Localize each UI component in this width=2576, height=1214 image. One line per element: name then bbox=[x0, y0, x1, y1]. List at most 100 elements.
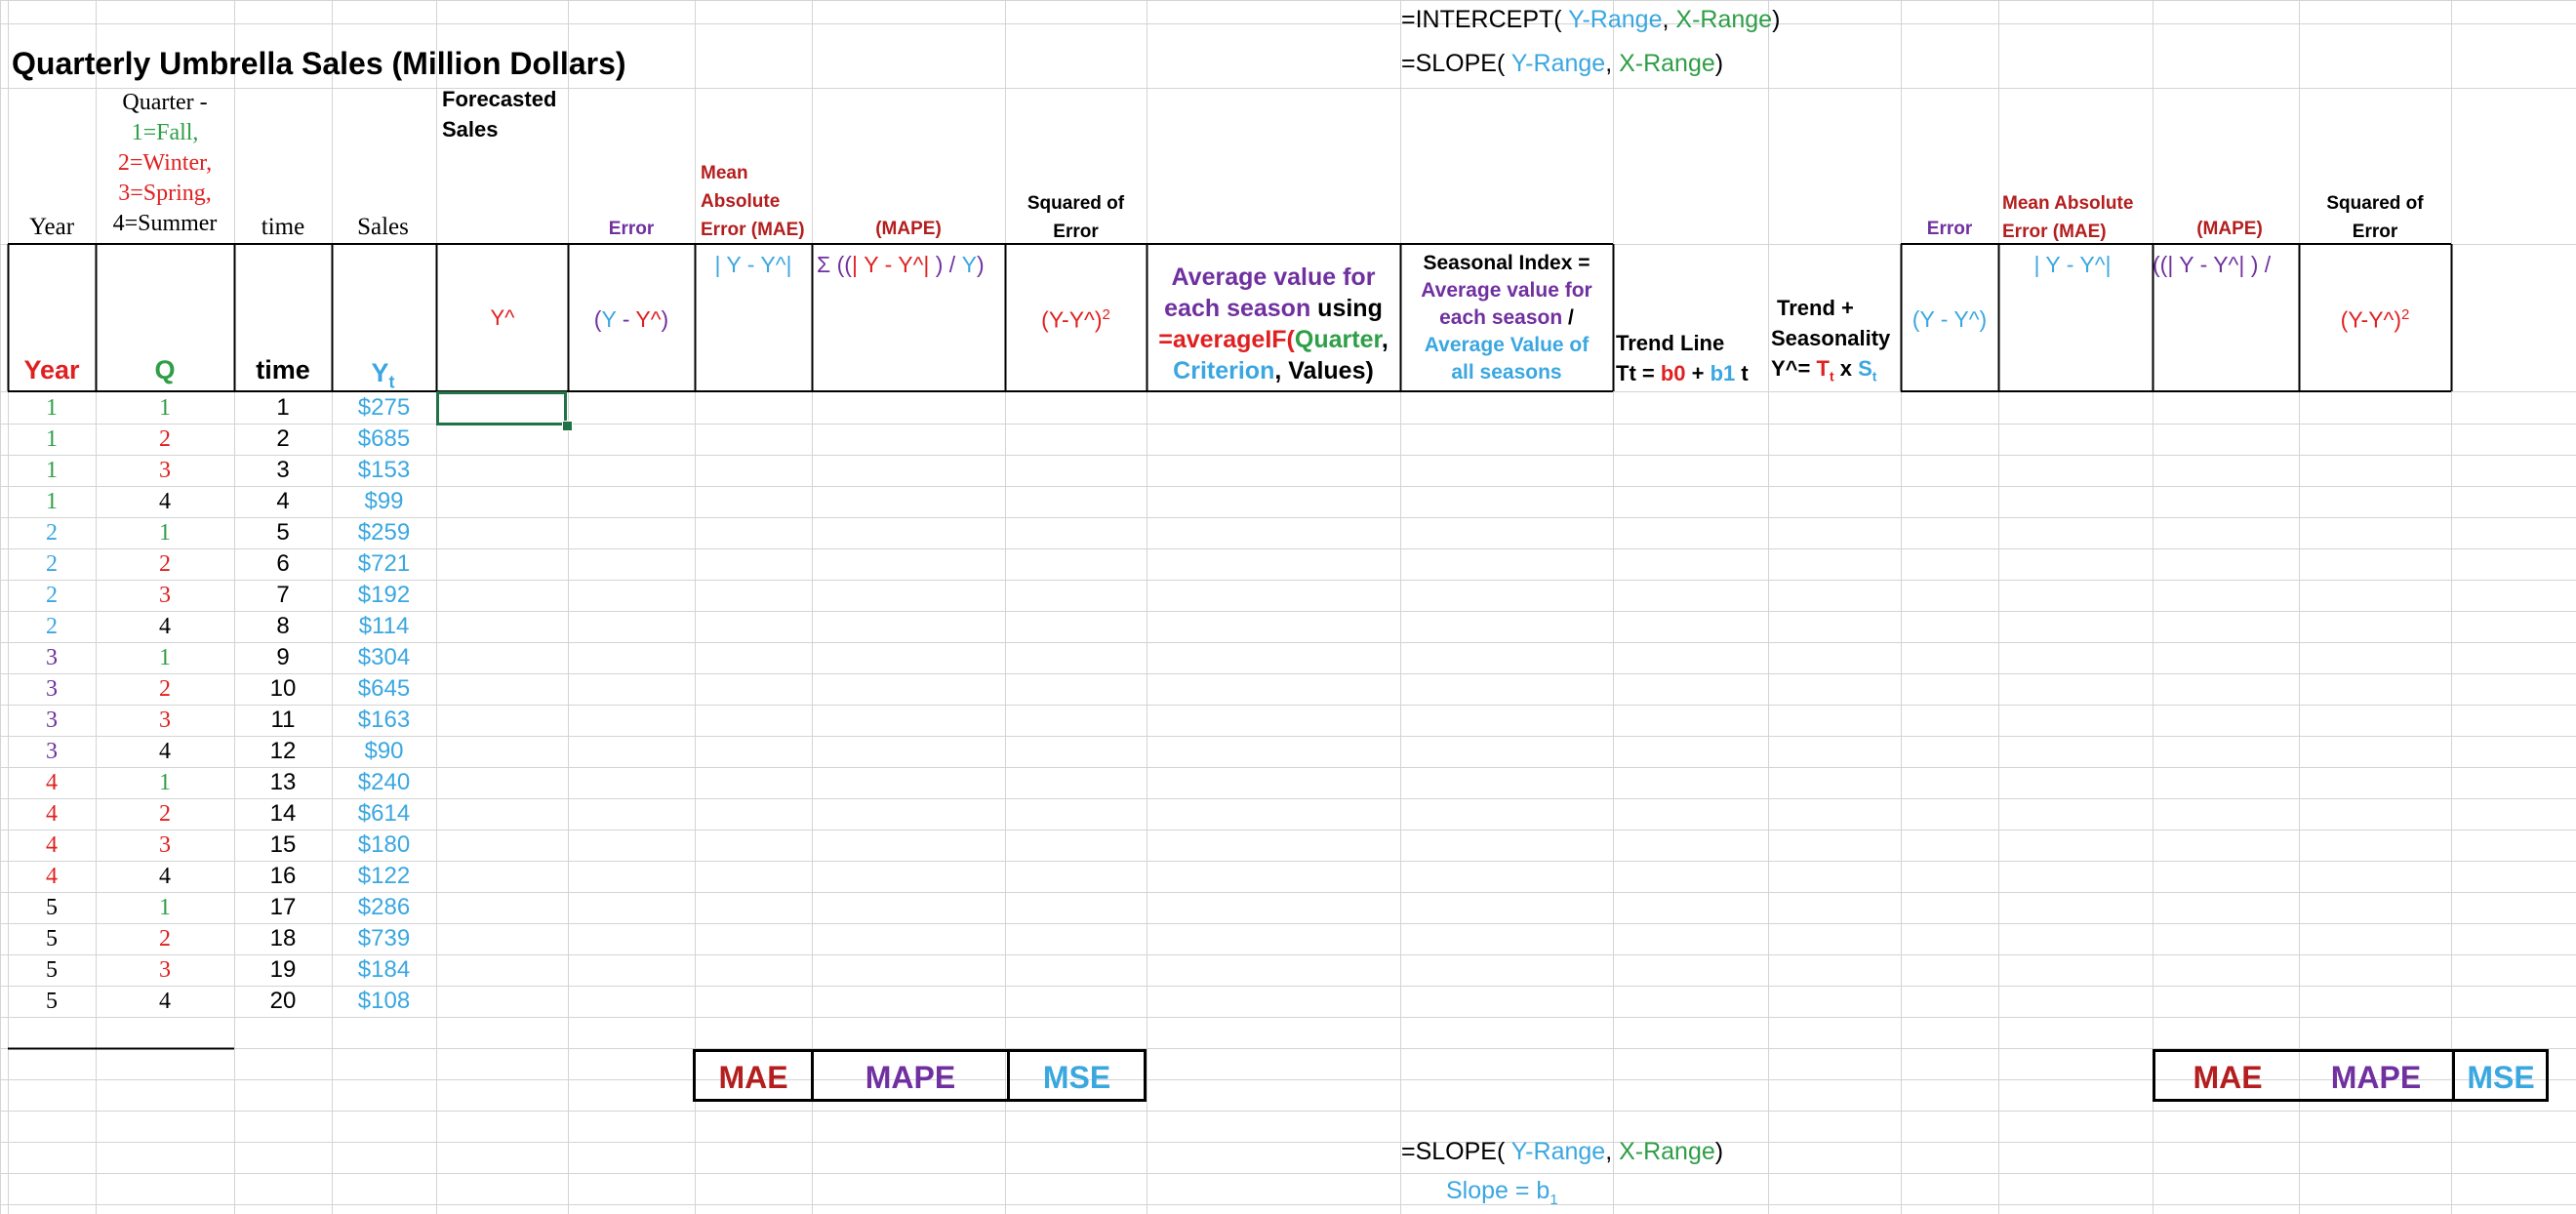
cell-year[interactable]: 4 bbox=[46, 770, 58, 795]
cell-q[interactable]: 2 bbox=[159, 801, 171, 827]
cell-year[interactable]: 5 bbox=[46, 895, 58, 920]
cell-q[interactable]: 2 bbox=[159, 426, 171, 452]
cell-sales[interactable]: $122 bbox=[357, 863, 411, 889]
cell-time[interactable]: 20 bbox=[269, 988, 297, 1014]
cell-sales[interactable]: $108 bbox=[357, 988, 411, 1014]
fill-handle[interactable] bbox=[562, 421, 573, 431]
cell-sales[interactable]: $114 bbox=[358, 613, 410, 639]
col-header-average: Average value for each season using =ave… bbox=[1158, 263, 1389, 384]
header-error: Error bbox=[608, 219, 655, 239]
cell-year[interactable]: 1 bbox=[46, 489, 58, 514]
cell-sales[interactable]: $90 bbox=[364, 738, 404, 764]
header-squared-error: Squared of Error bbox=[1026, 193, 1125, 242]
header-mape: (MAPE) bbox=[875, 219, 942, 239]
cell-year[interactable]: 4 bbox=[46, 832, 58, 858]
cell-q[interactable]: 4 bbox=[159, 489, 171, 514]
slope-formula-top: =SLOPE( Y-Range, X-Range) bbox=[1401, 50, 1724, 77]
cell-time[interactable]: 15 bbox=[269, 831, 297, 858]
cell-year[interactable]: 3 bbox=[46, 739, 58, 764]
cell-time[interactable]: 4 bbox=[276, 488, 290, 514]
cell-year[interactable]: 1 bbox=[46, 395, 58, 421]
cell-sales[interactable]: $721 bbox=[357, 550, 411, 577]
cell-q[interactable]: 1 bbox=[159, 520, 171, 546]
cell-time[interactable]: 2 bbox=[276, 425, 290, 452]
cell-time[interactable]: 10 bbox=[269, 675, 297, 702]
col-header-error: (Y - Y^) bbox=[593, 306, 669, 332]
cell-sales[interactable]: $739 bbox=[357, 925, 411, 951]
cell-year[interactable]: 5 bbox=[46, 926, 58, 951]
selected-cell[interactable] bbox=[436, 391, 567, 425]
cell-year[interactable]: 4 bbox=[46, 864, 58, 889]
cell-year[interactable]: 5 bbox=[46, 989, 58, 1014]
cell-q[interactable]: 3 bbox=[159, 957, 171, 983]
cell-time[interactable]: 11 bbox=[270, 707, 296, 733]
col-header-mape-formula: Σ ((| Y - Y^| ) / Y) bbox=[817, 252, 985, 277]
cell-sales[interactable]: $99 bbox=[364, 488, 404, 514]
cell-sales[interactable]: $192 bbox=[357, 582, 411, 608]
cell-year[interactable]: 2 bbox=[46, 614, 58, 639]
cell-q[interactable]: 3 bbox=[159, 583, 171, 608]
cell-time[interactable]: 18 bbox=[269, 925, 297, 951]
cell-q[interactable]: 3 bbox=[159, 708, 171, 733]
cell-time[interactable]: 7 bbox=[276, 582, 290, 608]
header-mae: Mean Absolute Error (MAE) bbox=[701, 163, 805, 240]
cell-sales[interactable]: $645 bbox=[357, 675, 411, 702]
cell-time[interactable]: 5 bbox=[276, 519, 290, 546]
col-header-mape-right: ((| Y - Y^| ) / bbox=[2153, 252, 2272, 277]
summary-mse-right: MSE bbox=[2467, 1060, 2535, 1095]
cell-q[interactable]: 4 bbox=[159, 614, 171, 639]
cell-time[interactable]: 1 bbox=[276, 394, 290, 421]
header-mae-right: Mean Absolute Error (MAE) bbox=[2002, 193, 2134, 242]
col-header-year: Year bbox=[23, 355, 80, 384]
cell-time[interactable]: 17 bbox=[269, 894, 297, 920]
cell-sales[interactable]: $184 bbox=[357, 956, 411, 983]
intercept-formula: =INTERCEPT( Y-Range, X-Range) bbox=[1401, 6, 1781, 33]
cell-time[interactable]: 19 bbox=[269, 956, 297, 983]
cell-sales[interactable]: $153 bbox=[357, 457, 411, 483]
header-squared-error-right: Squared of Error bbox=[2326, 193, 2424, 242]
cell-year[interactable]: 2 bbox=[46, 551, 58, 577]
cell-year[interactable]: 4 bbox=[46, 801, 58, 827]
cell-sales[interactable]: $180 bbox=[357, 831, 411, 858]
cell-q[interactable]: 4 bbox=[159, 739, 171, 764]
cell-sales[interactable]: $259 bbox=[357, 519, 411, 546]
cell-time[interactable]: 9 bbox=[276, 644, 290, 670]
header-time: time bbox=[261, 214, 305, 240]
cell-sales[interactable]: $685 bbox=[357, 425, 411, 452]
cell-time[interactable]: 8 bbox=[276, 613, 290, 639]
cell-q[interactable]: 2 bbox=[159, 551, 171, 577]
summary-mape-left: MAPE bbox=[865, 1060, 956, 1095]
cell-sales[interactable]: $286 bbox=[357, 894, 411, 920]
cell-q[interactable]: 1 bbox=[159, 645, 171, 670]
cell-year[interactable]: 3 bbox=[46, 676, 58, 702]
cell-year[interactable]: 1 bbox=[46, 458, 58, 483]
col-header-abs-error: | Y - Y^| bbox=[714, 252, 792, 277]
cell-q[interactable]: 4 bbox=[159, 864, 171, 889]
cell-year[interactable]: 3 bbox=[46, 708, 58, 733]
cell-q[interactable]: 1 bbox=[159, 895, 171, 920]
cell-time[interactable]: 16 bbox=[269, 863, 297, 889]
cell-time[interactable]: 13 bbox=[269, 769, 297, 795]
cell-sales[interactable]: $614 bbox=[357, 800, 411, 827]
cell-q[interactable]: 1 bbox=[159, 395, 171, 421]
cell-year[interactable]: 5 bbox=[46, 957, 58, 983]
cell-year[interactable]: 2 bbox=[46, 583, 58, 608]
cell-year[interactable]: 2 bbox=[46, 520, 58, 546]
cell-time[interactable]: 12 bbox=[269, 738, 297, 764]
cell-time[interactable]: 14 bbox=[269, 800, 297, 827]
cell-q[interactable]: 2 bbox=[159, 926, 171, 951]
cell-q[interactable]: 2 bbox=[159, 676, 171, 702]
cell-time[interactable]: 3 bbox=[276, 457, 290, 483]
cell-sales[interactable]: $275 bbox=[357, 394, 411, 421]
header-year: Year bbox=[29, 214, 75, 240]
cell-sales[interactable]: $163 bbox=[357, 707, 411, 733]
cell-sales[interactable]: $240 bbox=[357, 769, 411, 795]
cell-time[interactable]: 6 bbox=[276, 550, 290, 577]
cell-year[interactable]: 1 bbox=[46, 426, 58, 452]
cell-q[interactable]: 3 bbox=[159, 458, 171, 483]
cell-sales[interactable]: $304 bbox=[357, 644, 411, 670]
cell-q[interactable]: 3 bbox=[159, 832, 171, 858]
cell-q[interactable]: 1 bbox=[159, 770, 171, 795]
cell-q[interactable]: 4 bbox=[159, 989, 171, 1014]
cell-year[interactable]: 3 bbox=[46, 645, 58, 670]
